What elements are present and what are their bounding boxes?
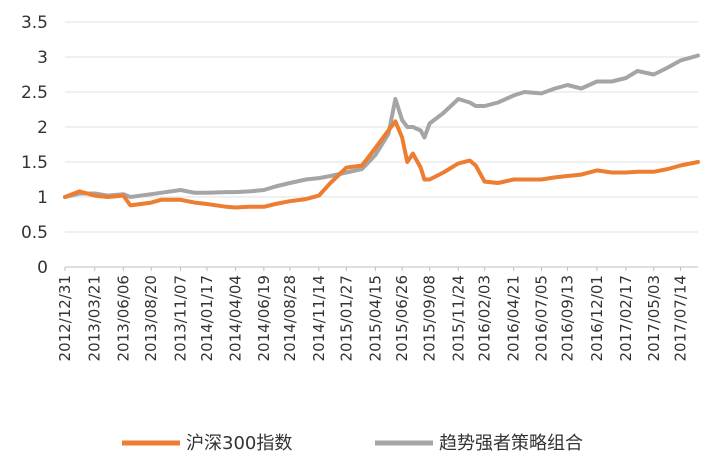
y-tick-label: 1 [37,188,48,208]
x-tick-label: 2017/02/17 [617,275,635,361]
y-tick-label: 3 [37,48,48,68]
x-tick-label: 2014/11/14 [310,275,328,361]
legend-label-0: 沪深300指数 [186,433,292,454]
x-tick-label: 2015/04/15 [366,275,384,361]
x-tick-label: 2013/03/21 [86,275,104,361]
y-tick-label: 0.5 [21,223,48,243]
series-line-1 [63,53,700,199]
y-tick-label: 2.5 [21,83,48,103]
x-tick-label: 2013/11/07 [172,275,190,361]
x-tick-label: 2015/01/27 [337,275,355,361]
x-tick-label: 2015/09/08 [421,275,439,361]
y-tick-label: 1.5 [21,153,48,173]
series-lines [63,53,700,210]
legend-label-1: 趋势强者策略组合 [439,433,583,454]
x-tick-label: 2015/11/24 [449,275,467,361]
x-axis-ticks: 2012/12/31 2013/03/21 2013/06/06 2013/08/20… [56,267,690,361]
y-axis-ticks: 0 0.5 1 1.5 2 2.5 3 3.5 [21,13,48,278]
y-tick-label: 0 [37,258,48,278]
x-tick-label: 2014/01/17 [198,275,216,361]
x-tick-label: 2014/06/19 [255,275,273,361]
x-tick-label: 2017/05/03 [645,275,663,361]
x-tick-label: 2013/06/06 [114,275,132,361]
y-tick-label: 3.5 [21,13,48,33]
x-tick-label: 2016/02/03 [476,275,494,361]
x-tick-label: 2014/04/04 [227,275,245,361]
series-line-0 [63,119,700,210]
x-tick-label: 2016/09/13 [559,275,577,361]
x-tick-label: 2016/07/05 [533,275,551,361]
x-tick-label: 2013/08/20 [142,275,160,361]
x-tick-label: 2016/04/21 [505,275,523,361]
x-tick-label: 2017/07/14 [672,275,690,361]
gridlines [65,21,698,233]
y-tick-label: 2 [37,118,48,138]
x-tick-label: 2012/12/31 [56,275,74,361]
x-tick-label: 2014/08/28 [281,275,299,361]
legend: 沪深300指数 趋势强者策略组合 [122,433,583,454]
x-tick-label: 2015/06/26 [393,275,411,361]
x-tick-label: 2016/12/01 [588,275,606,361]
